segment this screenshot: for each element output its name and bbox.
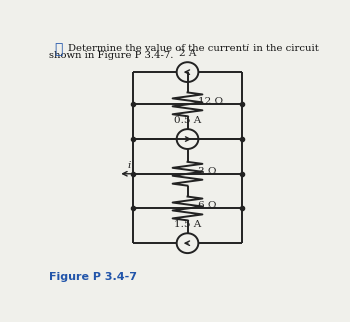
Text: i: i <box>127 161 131 170</box>
Text: Figure P 3.4-7: Figure P 3.4-7 <box>49 272 137 282</box>
Text: ➕: ➕ <box>55 42 63 56</box>
Text: 12 Ω: 12 Ω <box>198 97 224 106</box>
Text: 6 Ω: 6 Ω <box>198 202 217 211</box>
Text: in the circuit: in the circuit <box>250 44 318 53</box>
Text: 2 A: 2 A <box>179 49 196 58</box>
Text: 0.5 A: 0.5 A <box>174 116 201 125</box>
Text: shown in Figure P 3.4-7.: shown in Figure P 3.4-7. <box>49 51 174 60</box>
Text: 1.5 A: 1.5 A <box>174 220 201 229</box>
Text: 3 Ω: 3 Ω <box>198 167 217 176</box>
Text: i: i <box>246 44 249 53</box>
Text: Determine the value of the current: Determine the value of the current <box>68 44 250 53</box>
